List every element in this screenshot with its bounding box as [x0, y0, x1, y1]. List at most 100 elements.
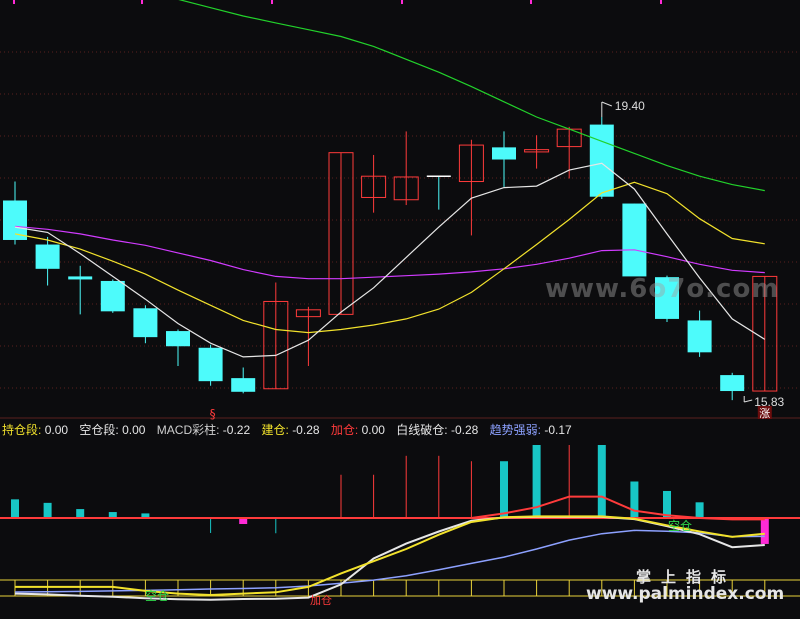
legend-value: 0.00	[44, 423, 69, 437]
kline-panel	[3, 117, 778, 401]
zhang-badge: 涨	[759, 407, 770, 420]
legend-value: -0.17	[544, 423, 572, 437]
candle-body	[198, 347, 223, 382]
candle-body	[100, 280, 125, 312]
legend-item-build: 建仓: -0.28	[262, 423, 323, 437]
macd-bar	[76, 509, 85, 518]
macd-bar	[597, 445, 606, 518]
legend-value: -0.28	[450, 423, 479, 437]
legend-item-break: 白线破仓: -0.28	[396, 423, 481, 437]
legend-label: 建仓:	[261, 423, 289, 437]
candle	[231, 367, 256, 394]
macd-panel	[0, 445, 800, 601]
low-arrow	[744, 399, 753, 403]
high-label: 19.40	[615, 99, 645, 113]
macd-bar	[43, 502, 52, 518]
macd-red-line	[15, 495, 765, 521]
moving-average-lines	[14, 0, 766, 358]
candle-body	[589, 124, 614, 197]
legend-item-add: 加仓: 0.00	[331, 423, 388, 437]
candle-body	[458, 144, 484, 183]
indicator-legend: 持仓段: 0.00 空仓段: 0.00 MACD彩柱: -0.22 建仓: -0…	[2, 422, 580, 438]
legend-label: 空仓段:	[79, 423, 119, 437]
legend-item-macd: MACD彩柱: -0.22	[157, 423, 254, 437]
candle	[426, 175, 451, 210]
ma-magenta-line	[14, 225, 765, 280]
ma-white-line	[14, 162, 766, 358]
candle-body	[295, 309, 321, 318]
ma-green-line	[178, 0, 765, 192]
macd-bar	[630, 481, 639, 518]
candle-body	[655, 277, 679, 319]
legend-label: 趋势强弱:	[489, 423, 542, 437]
watermark-top: www.6o7o.com	[545, 274, 780, 304]
macd-bar	[532, 445, 541, 518]
legend-item-hold: 持仓段: 0.00	[2, 423, 71, 437]
candle-body	[720, 375, 745, 392]
candle	[35, 236, 60, 286]
macd-bar	[500, 461, 508, 518]
candle	[393, 131, 419, 206]
candle-body	[687, 320, 712, 353]
s-mark: §	[210, 407, 216, 421]
build-yellow-line	[15, 515, 765, 597]
grid-lines	[0, 0, 800, 419]
candle-body	[752, 275, 778, 392]
jiacang-label: 加仓	[310, 593, 332, 607]
macd-bar	[663, 490, 671, 518]
zhang-badge-bg	[757, 406, 772, 419]
candle	[655, 275, 679, 322]
candle	[361, 154, 387, 213]
kongcang-label: 空仓	[668, 519, 692, 533]
candle	[524, 135, 550, 169]
candle-body	[492, 147, 516, 160]
candle	[622, 203, 647, 277]
watermark-url: www.palmindex.com	[586, 584, 785, 604]
ma-yellow-line	[14, 181, 765, 334]
candle	[133, 305, 158, 344]
candle	[328, 152, 354, 315]
candle-body	[524, 149, 550, 153]
candle-body	[361, 175, 387, 198]
candle	[198, 344, 223, 386]
low-label: 15.83	[754, 395, 784, 409]
macd-bar	[141, 513, 150, 518]
candle	[458, 139, 484, 236]
legend-label: MACD彩柱:	[156, 423, 220, 437]
legend-value: -0.22	[222, 423, 251, 437]
macd-bar	[108, 512, 117, 518]
high-arrow	[601, 101, 612, 107]
candle-body	[328, 152, 354, 315]
legend-value: 0.00	[122, 423, 146, 437]
candle-body	[68, 276, 93, 280]
candle	[589, 117, 614, 199]
legend-label: 持仓段:	[2, 423, 42, 437]
watermark-cn: 掌上指标	[636, 568, 737, 586]
legend-item-empty: 空仓段: 0.00	[79, 423, 148, 437]
candle	[295, 306, 321, 366]
legend-label: 白线破仓:	[396, 423, 448, 437]
legend-value: -0.28	[292, 423, 320, 437]
kongcang-label: 空仓	[145, 589, 169, 603]
candle-body	[393, 176, 419, 201]
candle	[3, 181, 27, 245]
macd-bar	[760, 518, 769, 544]
candle-body	[622, 203, 647, 277]
candle	[720, 372, 745, 401]
candle-body	[133, 308, 158, 338]
candle-body	[263, 300, 289, 390]
macd-bar	[239, 518, 248, 524]
candle	[100, 279, 125, 313]
legend-label: 加仓:	[330, 423, 359, 437]
candle	[166, 329, 190, 366]
candle-body	[3, 200, 27, 240]
candle	[492, 131, 516, 187]
candle	[687, 310, 712, 357]
candle	[68, 265, 93, 315]
legend-value: 0.00	[361, 423, 385, 437]
candle-body	[35, 244, 60, 269]
candle	[752, 275, 778, 392]
candle-body	[231, 378, 256, 392]
